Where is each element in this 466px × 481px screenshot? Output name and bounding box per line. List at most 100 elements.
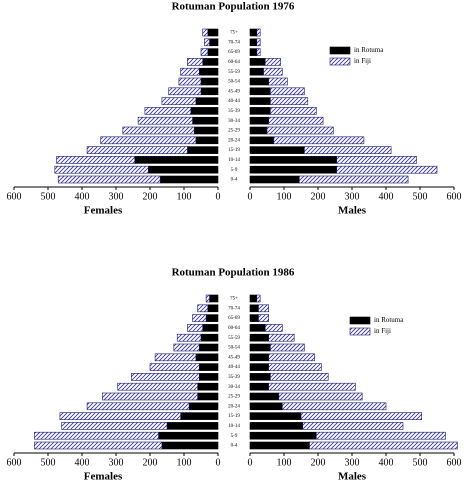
female-bar <box>204 38 210 47</box>
x-tick-label: 0 <box>248 191 253 202</box>
female-bar <box>61 422 168 430</box>
x-tick-label: 500 <box>413 457 428 468</box>
legend-swatch <box>329 46 351 55</box>
male-bar <box>249 402 283 411</box>
category-label: 75+ <box>230 31 238 36</box>
male-bar <box>249 87 271 96</box>
category-label: 55-59 <box>228 70 240 75</box>
female-bar <box>192 314 207 322</box>
x-tick-label: 600 <box>447 191 462 202</box>
female-bar <box>195 353 219 362</box>
female-bar <box>207 304 219 313</box>
legend-label: in Fiji <box>374 327 391 335</box>
female-bar <box>100 136 197 145</box>
male-bar <box>249 126 268 135</box>
female-bar <box>161 441 219 450</box>
x-tick-label: 0 <box>216 191 221 202</box>
female-bar <box>209 294 219 303</box>
x-tick-label: 600 <box>7 191 22 202</box>
male-bar <box>268 333 295 342</box>
female-bar <box>168 87 202 96</box>
male-bar <box>249 343 271 352</box>
male-bar <box>256 294 261 303</box>
category-label: 20-24 <box>228 404 240 409</box>
x-tick-label: 400 <box>75 191 90 202</box>
category-label: 15-19 <box>228 148 240 153</box>
legend-swatch <box>329 57 351 66</box>
female-bar <box>180 67 200 76</box>
male-bar <box>256 28 261 37</box>
male-bar <box>249 58 266 66</box>
legend-label: in Rotuma <box>374 316 404 324</box>
male-bar <box>249 431 317 440</box>
female-bar <box>161 97 197 105</box>
male-bar <box>249 373 271 381</box>
chart-title: Rotuman Population 1976 <box>172 1 295 13</box>
male-bar <box>249 107 271 115</box>
male-bar <box>249 77 270 86</box>
female-bar <box>154 353 197 362</box>
male-bar <box>249 146 305 154</box>
male-bar <box>249 412 302 420</box>
female-bar <box>197 304 209 313</box>
male-bar <box>249 28 258 37</box>
x-tick-label: 600 <box>7 457 22 468</box>
male-bar <box>315 431 446 440</box>
category-label: 40-44 <box>228 99 240 104</box>
category-label: 65-69 <box>228 50 240 55</box>
female-bar <box>57 175 161 184</box>
category-label: 30-34 <box>228 119 240 124</box>
male-bar <box>268 353 315 362</box>
female-bar <box>190 107 219 115</box>
female-bar <box>200 87 219 96</box>
male-bar <box>249 175 300 184</box>
male-bar <box>264 324 283 332</box>
legend-label: in Fiji <box>354 57 371 65</box>
legend-swatch <box>349 327 371 336</box>
x-tick-label: 400 <box>379 457 394 468</box>
female-bar <box>192 116 219 125</box>
female-bar <box>207 28 219 37</box>
male-bar <box>249 304 259 313</box>
male-bar <box>249 156 337 164</box>
female-bar <box>199 343 219 352</box>
x-tick-label: 100 <box>277 191 292 202</box>
category-label: 40-44 <box>228 365 240 370</box>
male-bar <box>249 392 280 401</box>
category-label: 45-49 <box>228 355 240 360</box>
male-bar <box>249 67 264 76</box>
female-bar <box>202 28 209 37</box>
male-bar <box>249 38 258 47</box>
x-tick-label: 500 <box>413 191 428 202</box>
female-bar <box>59 412 181 420</box>
female-bar <box>197 382 219 391</box>
female-bar <box>187 324 203 332</box>
female-bar <box>159 175 219 184</box>
category-label: 0-4 <box>231 178 238 183</box>
female-bar <box>207 48 219 56</box>
female-bar <box>178 77 202 86</box>
category-label: 25-29 <box>228 395 240 400</box>
female-bar <box>199 373 219 381</box>
x-tick-label: 200 <box>143 457 158 468</box>
x-tick-label: 100 <box>177 191 192 202</box>
female-bar <box>202 324 219 332</box>
female-bar <box>187 58 203 66</box>
female-bar <box>195 97 219 105</box>
female-bar <box>34 441 163 450</box>
male-bar <box>249 324 266 332</box>
category-label: 35-39 <box>228 109 240 114</box>
x-tick-label: 100 <box>277 457 292 468</box>
x-tick-label: 100 <box>177 457 192 468</box>
axis-title: Males <box>338 205 367 217</box>
category-label: 60-64 <box>228 60 240 65</box>
male-bar <box>249 382 270 391</box>
x-tick-label: 0 <box>216 457 221 468</box>
male-bar <box>270 97 309 105</box>
category-label: 5-9 <box>231 168 238 173</box>
axis-title: Females <box>84 205 123 217</box>
x-tick-label: 500 <box>41 457 56 468</box>
male-bar <box>268 116 324 125</box>
category-label: 70-74 <box>228 306 240 311</box>
category-label: 50-54 <box>228 80 240 85</box>
